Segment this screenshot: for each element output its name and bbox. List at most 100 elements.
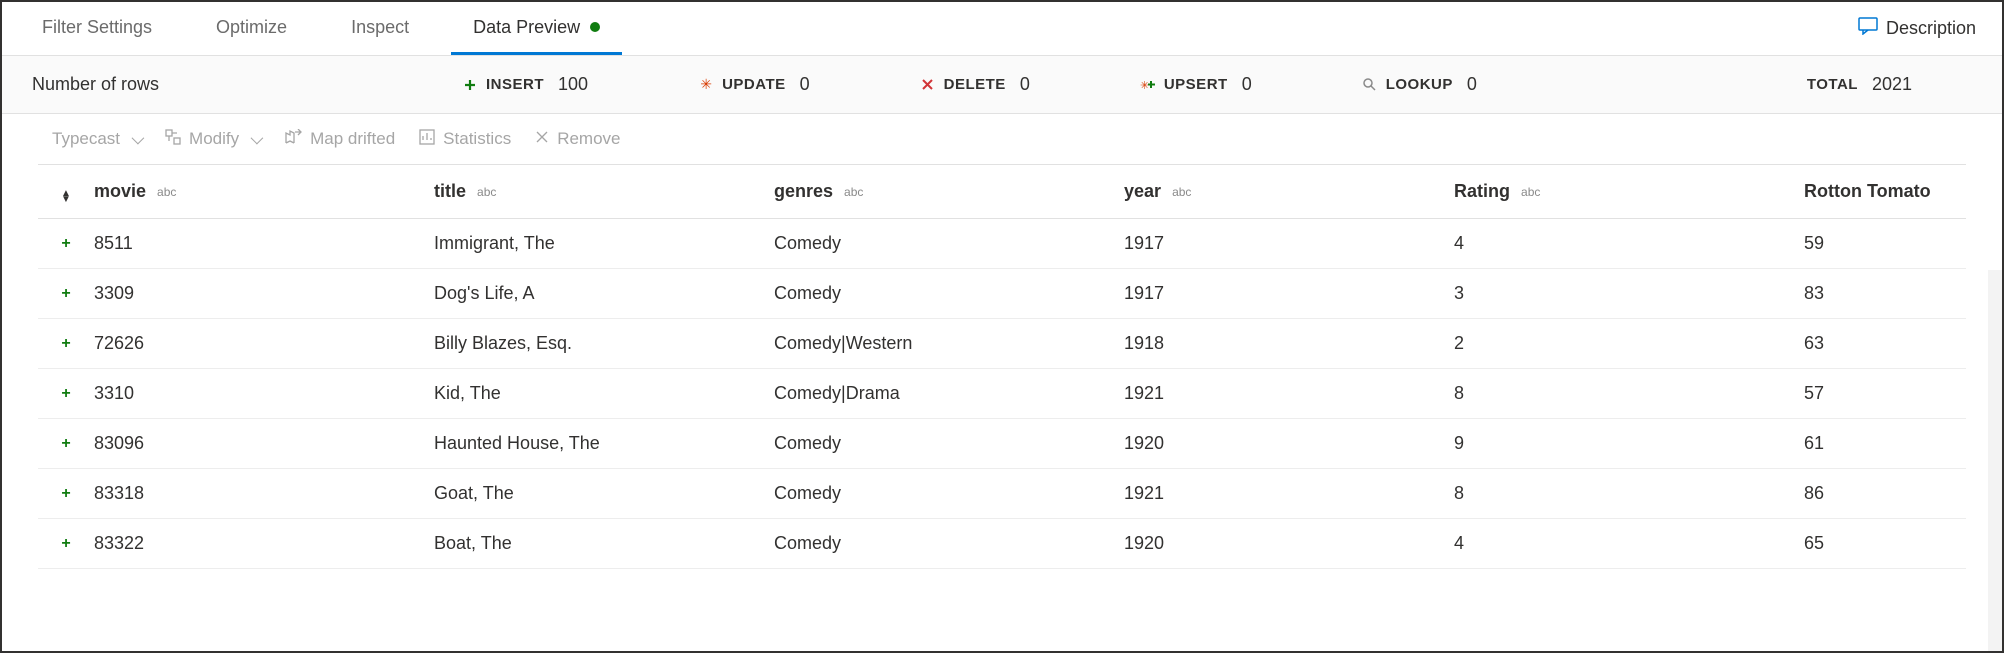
typecast-dropdown[interactable]: Typecast xyxy=(52,129,141,149)
stat-delete: DELETE 0 xyxy=(920,74,1030,95)
cell-rating: 4 xyxy=(1454,219,1804,269)
cell-rating: 8 xyxy=(1454,469,1804,519)
stat-value: 2021 xyxy=(1872,74,1912,95)
cell-genres: Comedy|Drama xyxy=(774,369,1124,419)
table-row[interactable]: +3309Dog's Life, AComedy1917383 xyxy=(38,269,1966,319)
tab-data-preview[interactable]: Data Preview xyxy=(451,2,622,55)
tool-label: Typecast xyxy=(52,129,120,149)
tool-label: Map drifted xyxy=(310,129,395,149)
statistics-button[interactable]: Statistics xyxy=(419,129,511,150)
table-row[interactable]: +72626Billy Blazes, Esq.Comedy|Western19… xyxy=(38,319,1966,369)
cell-year: 1917 xyxy=(1124,219,1454,269)
column-type: abc xyxy=(157,185,176,199)
table-header-row: ▲▼ movie abc title abc genres abc year xyxy=(38,165,1966,219)
stat-label: TOTAL xyxy=(1807,76,1858,93)
row-insert-icon: + xyxy=(38,319,94,369)
comment-icon xyxy=(1858,17,1878,40)
description-button[interactable]: Description xyxy=(1850,17,1984,40)
cell-genres: Comedy xyxy=(774,419,1124,469)
cell-rating: 4 xyxy=(1454,519,1804,569)
column-header-rotton-tomato[interactable]: Rotton Tomato xyxy=(1804,165,1966,219)
tab-inspect[interactable]: Inspect xyxy=(329,2,431,55)
column-name: Rating xyxy=(1454,181,1510,201)
cell-title: Immigrant, The xyxy=(434,219,774,269)
search-icon xyxy=(1362,78,1378,91)
cell-title: Boat, The xyxy=(434,519,774,569)
tab-filter-settings[interactable]: Filter Settings xyxy=(20,2,174,55)
map-drifted-button[interactable]: Map drifted xyxy=(284,129,395,150)
cell-movie: 72626 xyxy=(94,319,434,369)
tab-bar: Filter Settings Optimize Inspect Data Pr… xyxy=(2,2,2002,56)
cell-rating: 2 xyxy=(1454,319,1804,369)
cell-title: Kid, The xyxy=(434,369,774,419)
table-row[interactable]: +83096Haunted House, TheComedy1920961 xyxy=(38,419,1966,469)
column-type: abc xyxy=(844,185,863,199)
column-header-genres[interactable]: genres abc xyxy=(774,165,1124,219)
tool-label: Modify xyxy=(189,129,239,149)
column-type: abc xyxy=(1172,185,1191,199)
stat-label: DELETE xyxy=(944,76,1006,93)
table-body: +8511Immigrant, TheComedy1917459+3309Dog… xyxy=(38,219,1966,569)
cell-year: 1920 xyxy=(1124,519,1454,569)
modify-icon xyxy=(165,129,181,150)
stat-value: 0 xyxy=(1242,74,1252,95)
modify-dropdown[interactable]: Modify xyxy=(165,129,260,150)
cell-movie: 8511 xyxy=(94,219,434,269)
remove-button[interactable]: Remove xyxy=(535,129,620,149)
sort-column-header[interactable]: ▲▼ xyxy=(38,165,94,219)
table-row[interactable]: +3310Kid, TheComedy|Drama1921857 xyxy=(38,369,1966,419)
cell-rotton-tomato: 86 xyxy=(1804,469,1966,519)
row-insert-icon: + xyxy=(38,519,94,569)
stat-label: UPDATE xyxy=(722,76,786,93)
table-row[interactable]: +83322Boat, TheComedy1920465 xyxy=(38,519,1966,569)
stat-total: TOTAL 2021 xyxy=(1807,74,1972,95)
cell-movie: 3309 xyxy=(94,269,434,319)
row-insert-icon: + xyxy=(38,269,94,319)
cell-title: Dog's Life, A xyxy=(434,269,774,319)
cell-rating: 3 xyxy=(1454,269,1804,319)
cell-genres: Comedy xyxy=(774,469,1124,519)
stat-insert: INSERT 100 xyxy=(462,74,588,95)
cell-rotton-tomato: 63 xyxy=(1804,319,1966,369)
table-row[interactable]: +8511Immigrant, TheComedy1917459 xyxy=(38,219,1966,269)
map-drifted-icon xyxy=(284,129,302,150)
cell-title: Goat, The xyxy=(434,469,774,519)
row-insert-icon: + xyxy=(38,369,94,419)
cell-movie: 3310 xyxy=(94,369,434,419)
column-header-title[interactable]: title abc xyxy=(434,165,774,219)
column-header-rating[interactable]: Rating abc xyxy=(1454,165,1804,219)
data-table: ▲▼ movie abc title abc genres abc year xyxy=(38,164,1966,569)
stat-value: 0 xyxy=(800,74,810,95)
cell-rating: 8 xyxy=(1454,369,1804,419)
stat-label: INSERT xyxy=(486,76,544,93)
vertical-scrollbar[interactable] xyxy=(1988,270,2002,651)
cell-rating: 9 xyxy=(1454,419,1804,469)
cell-year: 1921 xyxy=(1124,369,1454,419)
cell-rotton-tomato: 83 xyxy=(1804,269,1966,319)
table-toolbar: Typecast Modify Map drifted Statistics R… xyxy=(2,114,2002,164)
cell-year: 1921 xyxy=(1124,469,1454,519)
cell-year: 1918 xyxy=(1124,319,1454,369)
column-header-movie[interactable]: movie abc xyxy=(94,165,434,219)
cell-genres: Comedy xyxy=(774,519,1124,569)
column-type: abc xyxy=(477,185,496,199)
stat-update: ✳ UPDATE 0 xyxy=(698,74,810,95)
column-name: year xyxy=(1124,181,1161,201)
row-insert-icon: + xyxy=(38,469,94,519)
cell-year: 1917 xyxy=(1124,269,1454,319)
cell-movie: 83096 xyxy=(94,419,434,469)
tab-label: Filter Settings xyxy=(42,17,152,38)
column-name: movie xyxy=(94,181,146,201)
cell-movie: 83322 xyxy=(94,519,434,569)
row-insert-icon: + xyxy=(38,219,94,269)
cell-rotton-tomato: 57 xyxy=(1804,369,1966,419)
plus-icon xyxy=(462,79,478,91)
upsert-icon: ✳ xyxy=(1140,78,1156,92)
table-row[interactable]: +83318Goat, TheComedy1921886 xyxy=(38,469,1966,519)
column-header-year[interactable]: year abc xyxy=(1124,165,1454,219)
tab-optimize[interactable]: Optimize xyxy=(194,2,309,55)
column-type: abc xyxy=(1521,185,1540,199)
cell-rotton-tomato: 65 xyxy=(1804,519,1966,569)
status-dot-icon xyxy=(590,22,600,32)
tool-label: Remove xyxy=(557,129,620,149)
